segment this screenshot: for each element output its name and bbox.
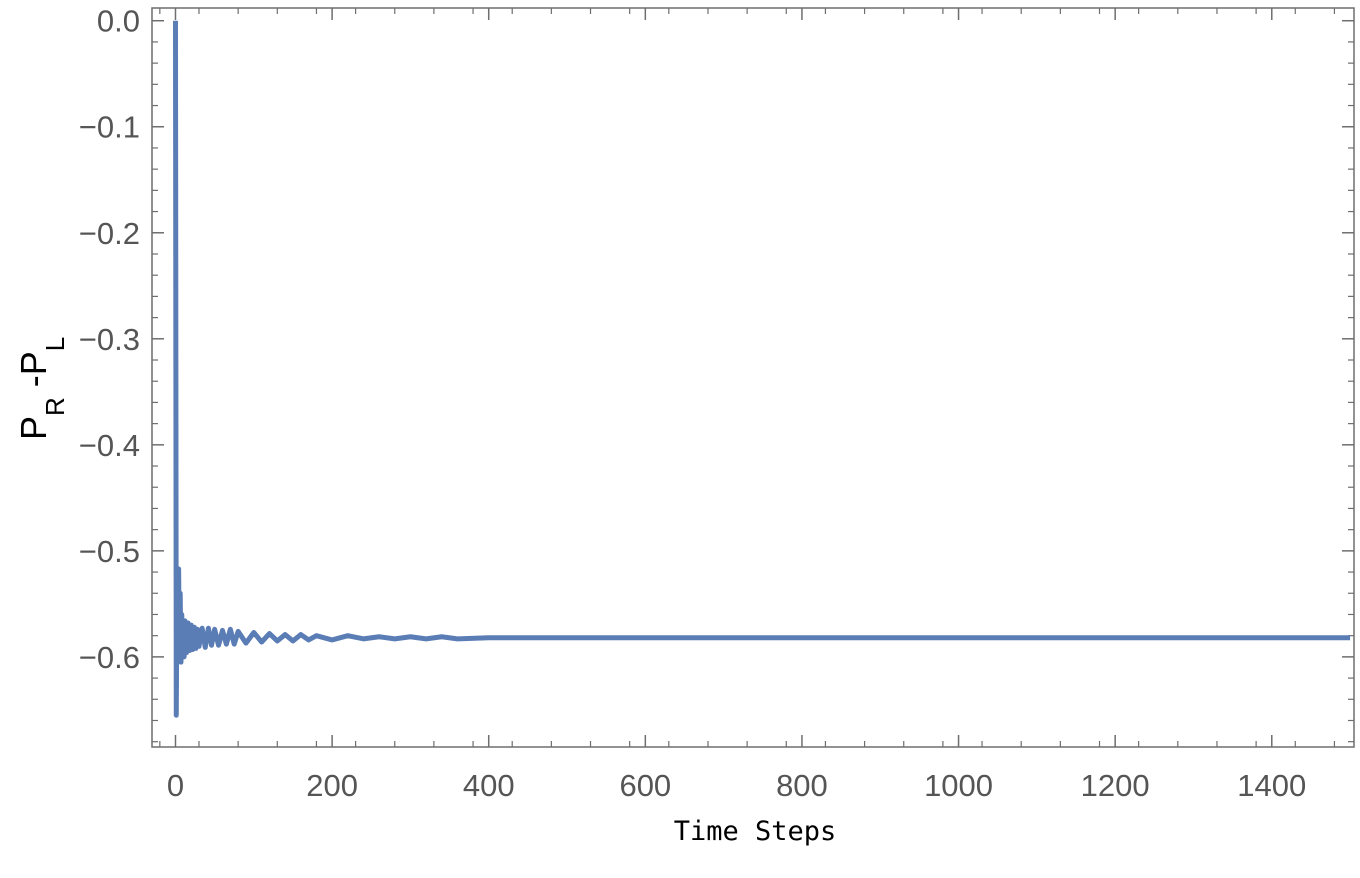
y-tick-label: −0.4 <box>79 428 140 463</box>
y-tick-label: −0.2 <box>79 216 140 251</box>
series-layer <box>172 20 1351 718</box>
y-axis-label-p1: P <box>13 416 54 440</box>
tick-marks <box>152 8 1354 747</box>
y-axis-label: PR -PL <box>13 337 70 440</box>
y-axis-label-sub2: L <box>40 337 70 351</box>
y-axis-label-mid: -P <box>13 351 54 397</box>
x-tick-label: 1000 <box>924 768 993 803</box>
series-line <box>172 20 1351 718</box>
y-tick-label: −0.5 <box>79 534 140 569</box>
y-axis-label-sub1: R <box>40 397 70 416</box>
x-tick-label: 200 <box>306 768 358 803</box>
x-tick-label: 800 <box>776 768 828 803</box>
x-tick-label: 600 <box>619 768 671 803</box>
x-axis-label: Time Steps <box>674 816 837 847</box>
y-tick-label: −0.3 <box>79 322 140 357</box>
x-tick-label: 400 <box>463 768 515 803</box>
x-tick-label: 0 <box>167 768 184 803</box>
y-tick-label: −0.1 <box>79 110 140 145</box>
y-tick-label: 0.0 <box>97 4 140 39</box>
plot-frame <box>151 7 1355 748</box>
y-tick-label: −0.6 <box>79 640 140 675</box>
x-tick-label: 1200 <box>1081 768 1150 803</box>
tick-labels: 0 200 400 600 800 1000 1200 1400 0.0 −0.1 −0.2 −0.3… <box>79 4 1306 803</box>
x-tick-label: 1400 <box>1237 768 1306 803</box>
